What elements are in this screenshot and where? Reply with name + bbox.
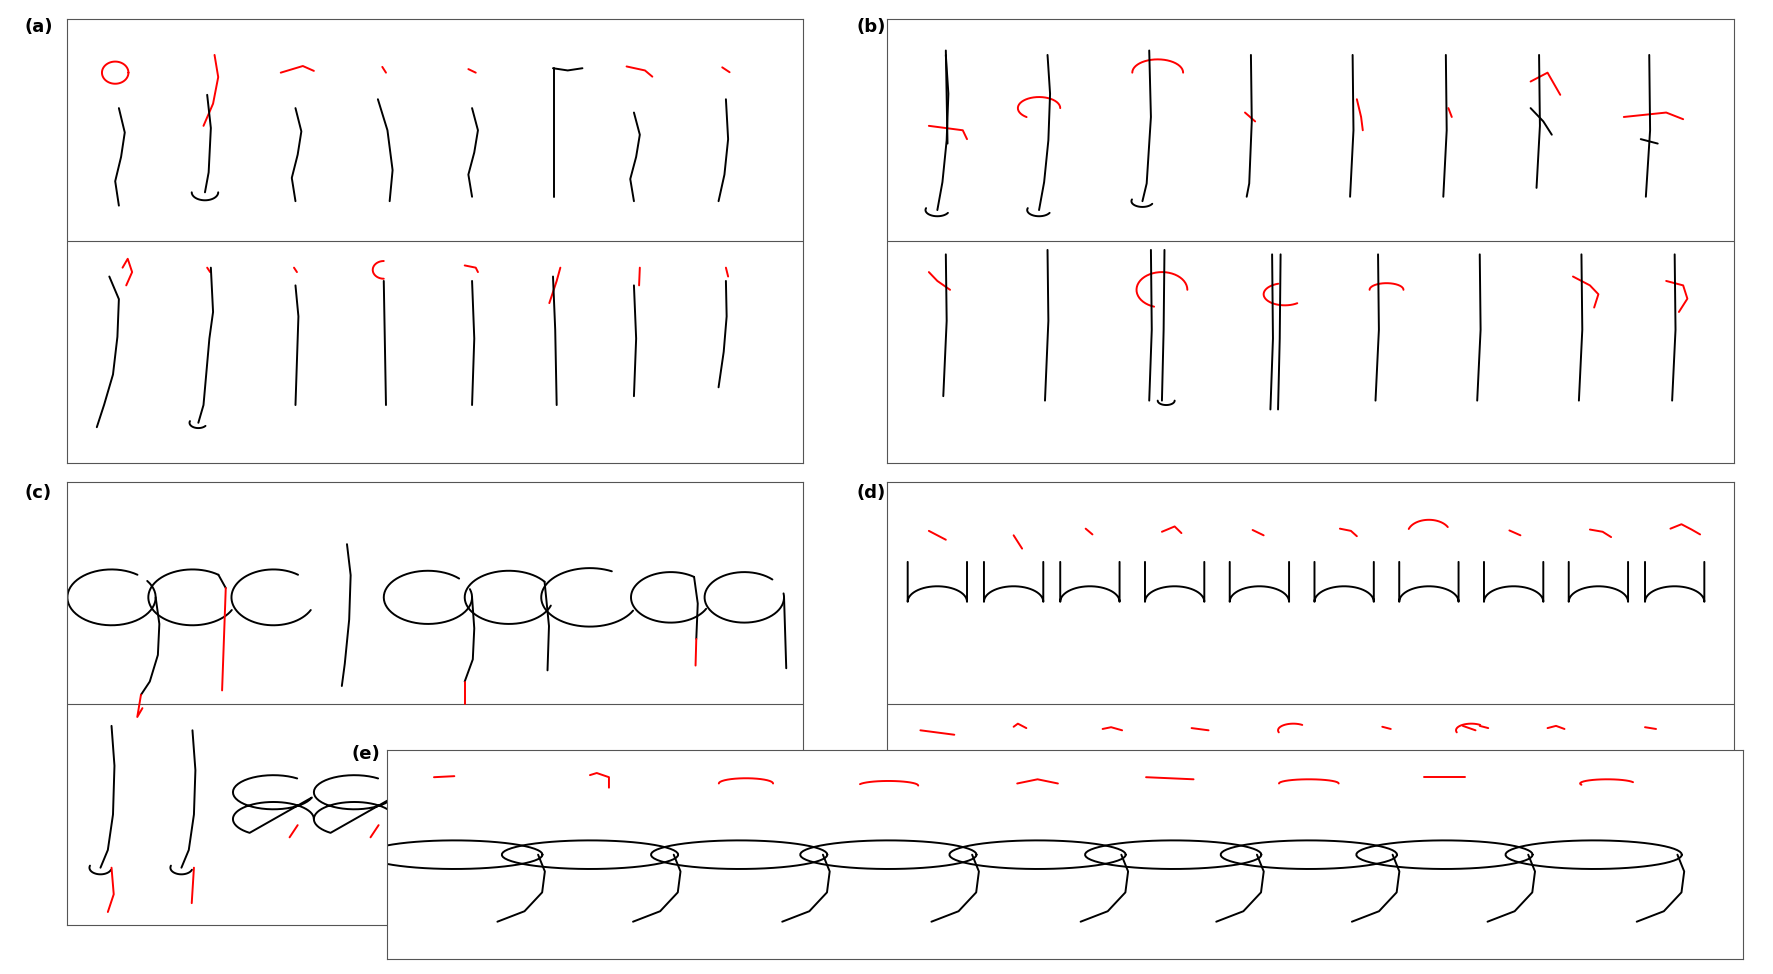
Text: (a): (a) <box>25 18 53 35</box>
Text: (c): (c) <box>25 484 51 502</box>
Text: (e): (e) <box>351 745 379 763</box>
Text: (b): (b) <box>856 18 886 35</box>
Text: (d): (d) <box>856 484 885 502</box>
